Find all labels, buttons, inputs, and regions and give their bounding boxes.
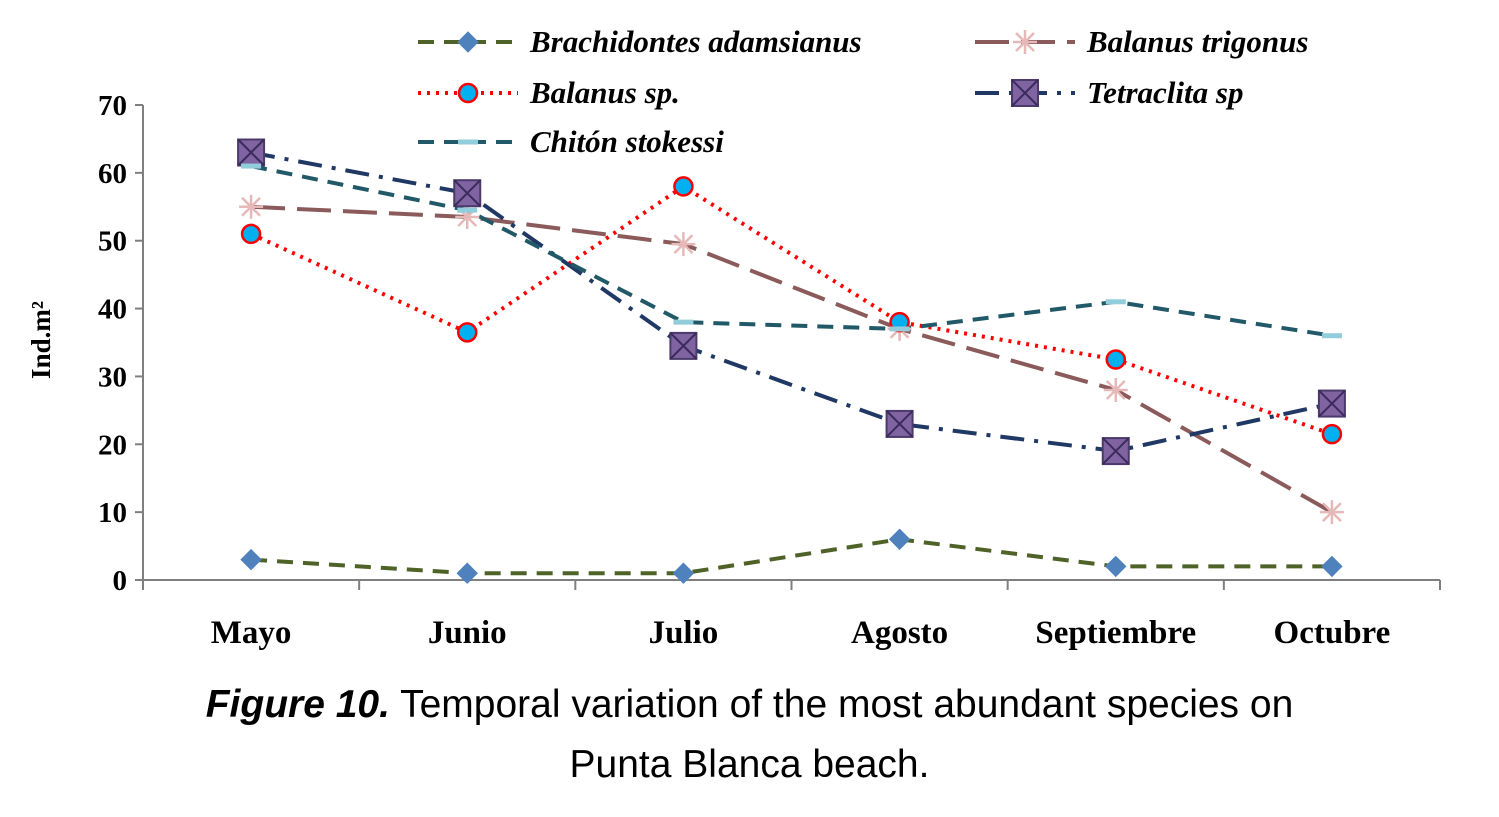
x-tick-label: Agosto (851, 615, 948, 651)
data-point-marker (1321, 423, 1343, 445)
data-point-marker-cross (453, 179, 481, 207)
series-lines (250, 150, 1333, 576)
asterisk-stroke (673, 234, 694, 254)
x-tick-label: Julio (649, 615, 719, 651)
data-point-marker (457, 82, 479, 104)
series-markers (237, 138, 1346, 584)
data-point-marker (1319, 500, 1344, 525)
data-point-marker (889, 326, 910, 332)
data-point-marker (673, 176, 694, 197)
asterisk-stroke (1105, 380, 1126, 400)
data-point-marker (1105, 555, 1127, 578)
data-point-marker (1321, 333, 1342, 339)
data-point-marker-cross (1318, 389, 1346, 418)
data-point-marker (241, 163, 262, 169)
y-tick-label: 40 (98, 294, 127, 326)
data-point-marker (457, 31, 479, 53)
y-tick-label: 10 (98, 497, 127, 529)
y-tick-label: 20 (98, 429, 127, 461)
figure-caption: Figure 10. Temporal variation of the mos… (0, 680, 1499, 730)
legend-label: Chitón stokessi (530, 124, 724, 159)
y-tick-label: 30 (98, 361, 127, 393)
series-line (250, 184, 1333, 436)
data-point-marker (888, 528, 911, 550)
data-point-marker (671, 232, 696, 257)
data-point-marker (673, 319, 694, 325)
data-point-marker (240, 548, 262, 571)
series-line (250, 537, 1332, 576)
data-point-marker (456, 562, 478, 584)
x-tick-label: Octubre (1274, 615, 1391, 651)
data-point-marker-cross (669, 332, 698, 360)
data-point-marker (1105, 299, 1126, 305)
y-tick-label: 60 (98, 158, 127, 190)
x-tick-label: Mayo (211, 615, 292, 651)
legend: Brachidontes adamsianus Balanus trigonus B… (418, 24, 1308, 159)
legend-label: Balanus trigonus (1086, 24, 1308, 59)
x-tick-label: Septiembre (1035, 615, 1196, 651)
y-tick-label: 70 (98, 90, 127, 122)
data-point-marker (1105, 349, 1126, 370)
data-point-marker (1321, 555, 1343, 578)
data-point-marker (457, 322, 478, 343)
x-tick-labels: Mayo Junio Julio Agosto Septiembre Octubre (211, 615, 1391, 651)
data-point-marker (239, 194, 264, 219)
figure-caption-line2: Punta Blanca beach. (0, 740, 1499, 790)
data-point-marker (672, 562, 695, 584)
axes (135, 104, 1441, 590)
figure-label: Figure 10. (205, 683, 390, 726)
asterisk-stroke (1015, 32, 1035, 52)
data-point-marker-cross (1102, 437, 1130, 465)
data-point-marker (1013, 30, 1037, 54)
data-point-marker-cross (237, 138, 265, 167)
legend-label: Brachidontes adamsianus (529, 24, 862, 59)
y-axis-label: Ind.m² (26, 301, 56, 379)
data-point-marker (458, 139, 478, 145)
y-tick-label: 0 (113, 565, 128, 597)
legend-label: Balanus sp. (529, 75, 680, 110)
series-line (250, 164, 1333, 338)
series-line (250, 150, 1333, 454)
data-point-marker (457, 207, 478, 213)
y-tick-labels: 0 10 20 30 40 50 60 70 (98, 90, 127, 597)
data-point-marker-cross (1011, 79, 1039, 107)
caption-text: Temporal variation of the most abundant … (389, 683, 1294, 726)
data-point-marker (1103, 378, 1128, 402)
y-axis-label-group: Ind.m² (26, 301, 56, 379)
legend-label: Tetraclita sp (1087, 75, 1243, 110)
x-tick-label: Junio (428, 615, 507, 651)
data-point-marker (240, 223, 262, 245)
asterisk-stroke (241, 196, 261, 217)
caption-text-line2: Punta Blanca beach. (569, 743, 930, 786)
y-tick-label: 50 (98, 226, 127, 258)
series-line (250, 204, 1333, 514)
data-point-marker-cross (885, 410, 914, 438)
asterisk-stroke (1322, 502, 1342, 523)
